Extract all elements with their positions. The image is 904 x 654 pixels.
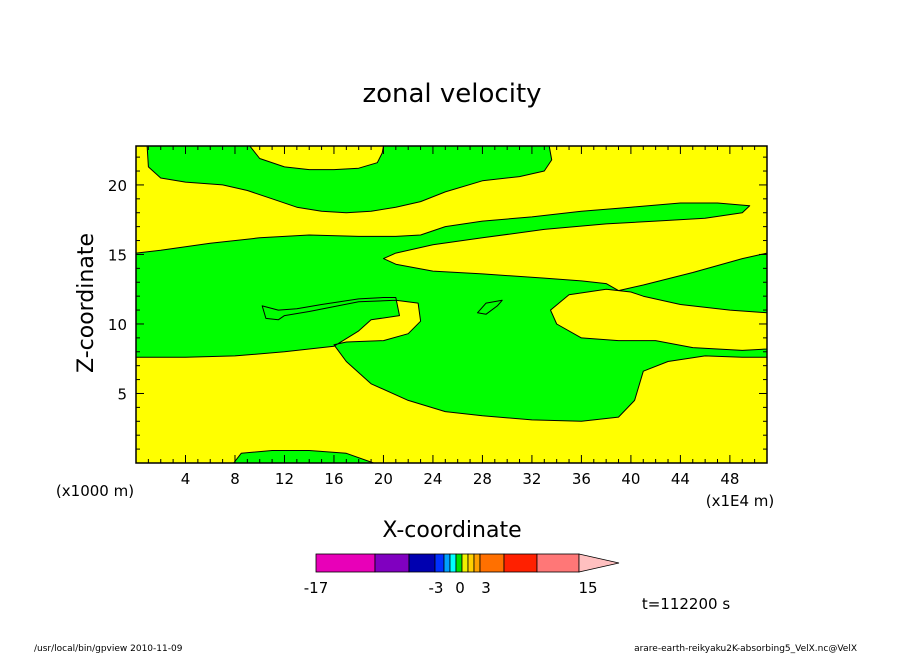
- colorbar-segment: [473, 553, 481, 573]
- x-tick-label: 32: [522, 470, 541, 488]
- colorbar-tick-label: -3: [429, 579, 444, 597]
- colorbar-segment: [443, 553, 451, 573]
- y-axis: 5 10 15 20: [108, 156, 767, 450]
- x-tick-label: 20: [374, 470, 393, 488]
- colorbar-tick-label: -17: [304, 579, 329, 597]
- chart-title: zonal velocity: [362, 79, 541, 109]
- colorbar-arrow: [578, 553, 620, 573]
- x-tick-label: 24: [423, 470, 442, 488]
- contour-regions: [136, 146, 767, 463]
- contour-region-negative-3: [136, 202, 767, 422]
- x-tick-label: 16: [324, 470, 343, 488]
- colorbar-segment: [434, 553, 445, 573]
- y-tick-label: 5: [117, 385, 127, 403]
- x-tick-label: 8: [230, 470, 240, 488]
- y-tick-label: 15: [108, 246, 127, 264]
- x-axis: 4 8 12 16 20 24 28 32 36 40 44 48: [147, 146, 756, 488]
- colorbar-segment: [455, 553, 463, 573]
- contour-region-negative-1: [146, 146, 553, 214]
- colorbar-segment: [374, 553, 410, 573]
- colorbar-labels: -17 -3 0 3 15: [304, 579, 598, 597]
- colorbar-tick-label: 0: [455, 579, 465, 597]
- x-tick-label: 4: [181, 470, 191, 488]
- x-tick-label: 44: [671, 470, 690, 488]
- footer-left: /usr/local/bin/gpview 2010-11-09: [34, 644, 183, 654]
- colorbar-segment: [467, 553, 475, 573]
- contour-region-negative-6: [233, 450, 375, 463]
- time-label: t=112200 s: [642, 595, 730, 613]
- contour-region-positive-2: [249, 146, 384, 171]
- x-axis-label: X-coordinate: [382, 518, 521, 543]
- contour-region-negative-5: [477, 299, 503, 315]
- footer-right: arare-earth-reikyaku2K-absorbing5_VelX.n…: [634, 644, 857, 654]
- x-tick-label: 36: [572, 470, 591, 488]
- colorbar-tick-label: 3: [481, 579, 491, 597]
- colorbar-segment: [461, 553, 469, 573]
- x-tick-label: 48: [720, 470, 739, 488]
- colorbar-segment: [315, 553, 376, 573]
- y-tick-label: 20: [108, 177, 127, 195]
- colorbar-segment: [408, 553, 436, 573]
- colorbar-segment: [503, 553, 538, 573]
- x-tick-label: 12: [275, 470, 294, 488]
- x-unit-note: (x1E4 m): [706, 492, 775, 510]
- y-axis-label: Z-coordinate: [74, 233, 99, 373]
- y-unit-note: (x1000 m): [56, 482, 134, 500]
- y-tick-label: 10: [108, 316, 127, 334]
- colorbar-segment: [479, 553, 505, 573]
- colorbar-segment: [536, 553, 580, 573]
- colorbar-tick-label: 15: [578, 579, 597, 597]
- contour-region-positive-4: [550, 288, 767, 351]
- plot-frame: [135, 145, 768, 464]
- colorbar-segment: [449, 553, 457, 573]
- x-tick-label: 28: [473, 470, 492, 488]
- x-tick-label: 40: [621, 470, 640, 488]
- colorbar: [315, 553, 620, 573]
